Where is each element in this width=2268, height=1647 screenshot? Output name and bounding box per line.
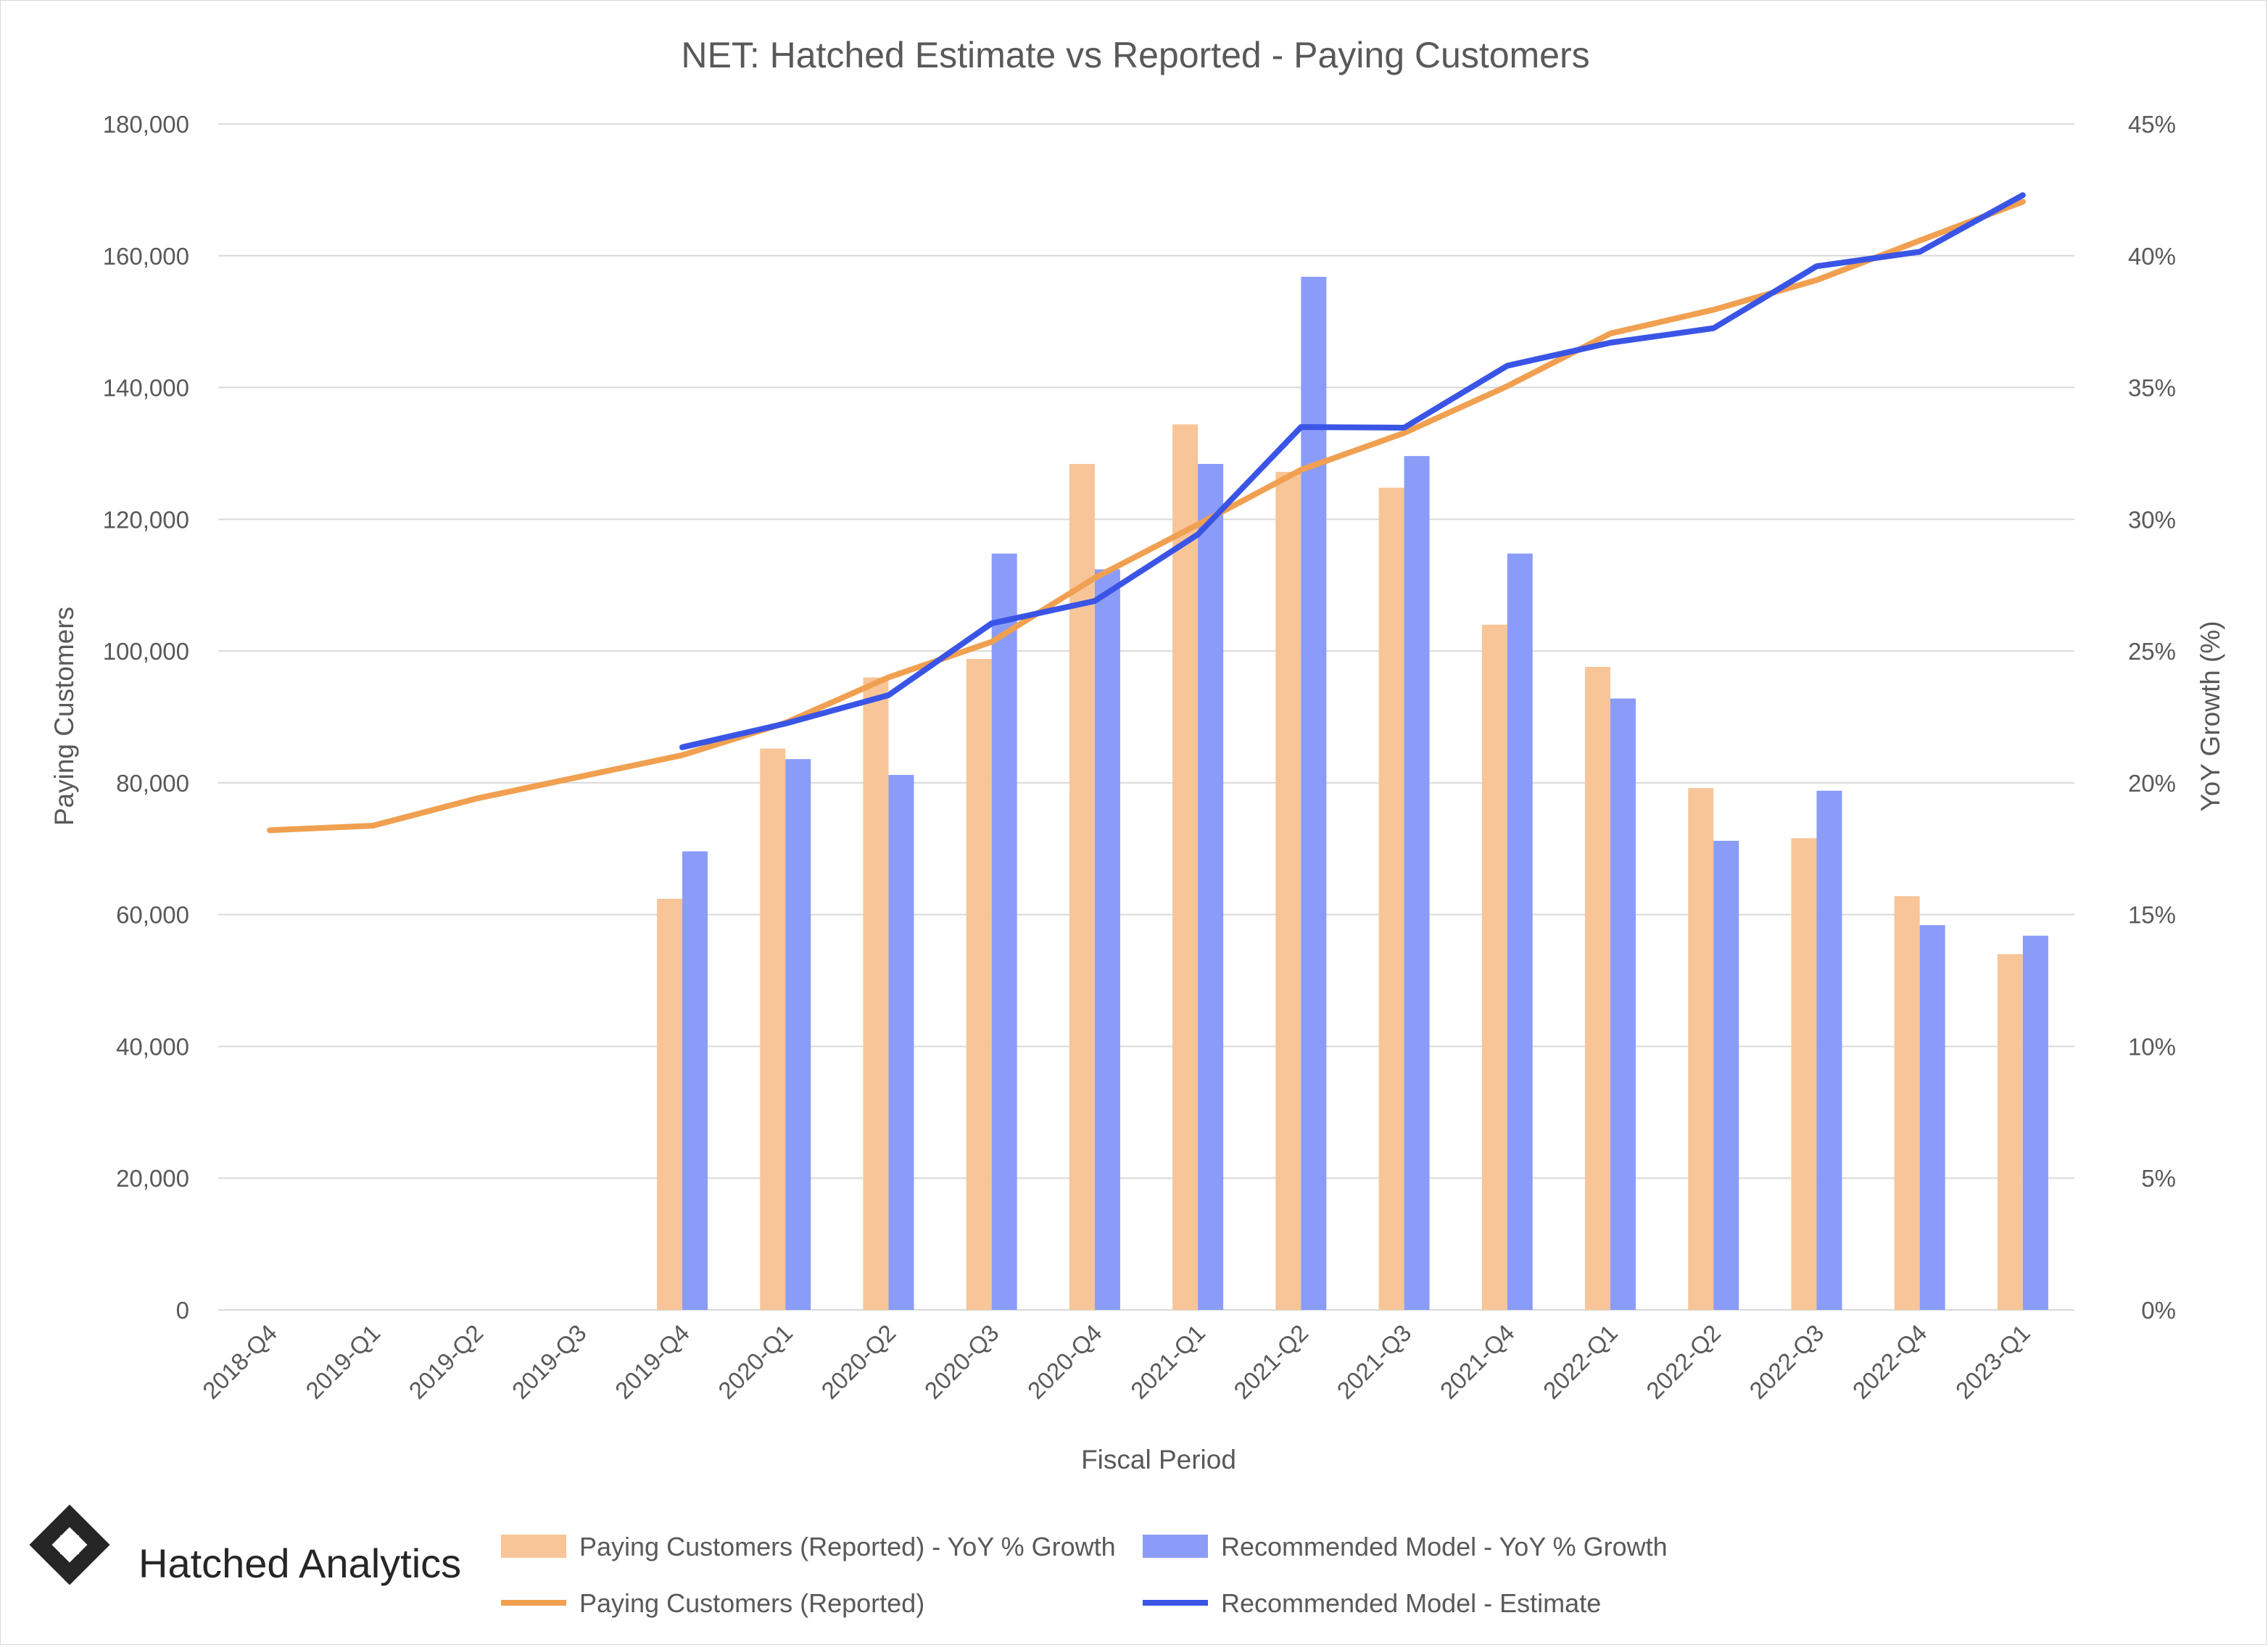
bar [1198, 463, 1224, 1310]
y2-tick-label: 20% [2128, 770, 2176, 797]
bar [1997, 954, 2023, 1310]
x-axis-tick-labels: 2018-Q4 2019-Q1 2019-Q2 2019-Q3 2019-Q4 2020-… [197, 1319, 2035, 1404]
legend-label: Paying Customers (Reported) [579, 1588, 924, 1618]
bar [1404, 456, 1430, 1310]
y-tick-label: 40,000 [116, 1033, 189, 1060]
x-tick-label: 2021-Q4 [1435, 1319, 1520, 1404]
x-tick-label: 2019-Q4 [610, 1319, 695, 1404]
bars [657, 276, 2048, 1311]
x-tick-label: 2020-Q1 [713, 1319, 798, 1404]
bar [1610, 698, 1636, 1310]
series-line [267, 199, 2026, 834]
legend-swatch [1143, 1535, 1208, 1558]
y2-axis-title: YoY Growth (%) [2195, 621, 2225, 811]
bar [1816, 790, 1842, 1310]
bar [1791, 838, 1817, 1310]
x-tick-label: 2019-Q3 [507, 1319, 592, 1404]
x-tick-label: 2022-Q4 [1847, 1319, 1932, 1404]
bar [1094, 569, 1120, 1310]
y2-axis-tick-labels: 0% 5% 10% 15% 20% 25% 30% 35% 40% 45% [2128, 111, 2176, 1324]
y2-tick-label: 45% [2128, 111, 2176, 138]
y-tick-label: 120,000 [103, 506, 189, 533]
bar [991, 553, 1017, 1310]
x-tick-label: 2023-Q1 [1950, 1319, 2035, 1404]
x-tick-label: 2020-Q3 [919, 1319, 1004, 1404]
hatched-diamond-logo-icon [29, 1504, 110, 1585]
lines [267, 192, 2026, 834]
bar [1275, 471, 1301, 1310]
x-tick-label: 2021-Q3 [1332, 1319, 1417, 1404]
bar [760, 748, 786, 1310]
bar [2022, 935, 2048, 1310]
y-tick-label: 0 [176, 1297, 189, 1324]
bar [1301, 276, 1327, 1311]
series-line [679, 192, 2026, 750]
bar [1172, 424, 1199, 1310]
y-tick-label: 180,000 [103, 111, 189, 138]
legend-label: Recommended Model - Estimate [1221, 1588, 1601, 1618]
x-tick-label: 2021-Q2 [1228, 1319, 1313, 1404]
y2-tick-label: 15% [2128, 902, 2176, 929]
bar [1713, 840, 1739, 1310]
y-tick-label: 140,000 [103, 375, 189, 402]
bar [863, 677, 889, 1310]
legend-swatch [501, 1535, 566, 1558]
x-tick-label: 2020-Q4 [1022, 1319, 1107, 1404]
chart-title: NET: Hatched Estimate vs Reported - Payi… [681, 35, 1589, 75]
y-tick-label: 60,000 [116, 902, 189, 929]
x-tick-label: 2020-Q2 [816, 1319, 901, 1404]
x-tick-label: 2022-Q2 [1641, 1319, 1726, 1404]
gridlines [218, 123, 2074, 1311]
bar [785, 759, 811, 1310]
bar [682, 851, 708, 1310]
y-axis-title: Paying Customers [49, 607, 79, 826]
y-axis-tick-labels: 0 20,000 40,000 60,000 80,000 100,000 120,000 1… [103, 111, 189, 1324]
y-tick-label: 80,000 [116, 770, 189, 797]
x-tick-label: 2022-Q3 [1744, 1319, 1829, 1404]
x-tick-label: 2019-Q1 [300, 1319, 385, 1404]
y2-tick-label: 35% [2128, 375, 2176, 402]
y-tick-label: 160,000 [103, 243, 189, 270]
y2-tick-label: 0% [2141, 1297, 2176, 1324]
bar [1688, 788, 1714, 1310]
y2-tick-label: 30% [2128, 506, 2176, 533]
brand-name: Hatched Analytics [138, 1540, 461, 1586]
y2-tick-label: 40% [2128, 243, 2176, 270]
bar [1507, 553, 1533, 1310]
x-tick-label: 2021-Q1 [1125, 1319, 1210, 1404]
bar [888, 774, 914, 1310]
legend-label: Paying Customers (Reported) - YoY % Grow… [579, 1532, 1116, 1561]
bar [1919, 925, 1945, 1310]
x-axis-title: Fiscal Period [1081, 1445, 1236, 1474]
bar [1481, 624, 1507, 1310]
y2-tick-label: 25% [2128, 638, 2176, 665]
y2-tick-label: 5% [2141, 1165, 2176, 1192]
bar [966, 659, 992, 1310]
legend: Paying Customers (Reported) - YoY % Grow… [501, 1532, 1668, 1618]
y2-tick-label: 10% [2128, 1033, 2176, 1060]
x-tick-label: 2018-Q4 [197, 1319, 282, 1404]
bar [1378, 487, 1404, 1310]
bar [657, 898, 682, 1310]
legend-label: Recommended Model - YoY % Growth [1221, 1532, 1668, 1561]
x-tick-label: 2019-Q2 [404, 1319, 489, 1404]
y-tick-label: 20,000 [116, 1165, 189, 1192]
brand-logo: Hatched Analytics [29, 1504, 461, 1586]
bar [1585, 666, 1610, 1310]
y-tick-label: 100,000 [103, 638, 189, 665]
bar [1894, 896, 1920, 1310]
x-tick-label: 2022-Q1 [1538, 1319, 1623, 1404]
